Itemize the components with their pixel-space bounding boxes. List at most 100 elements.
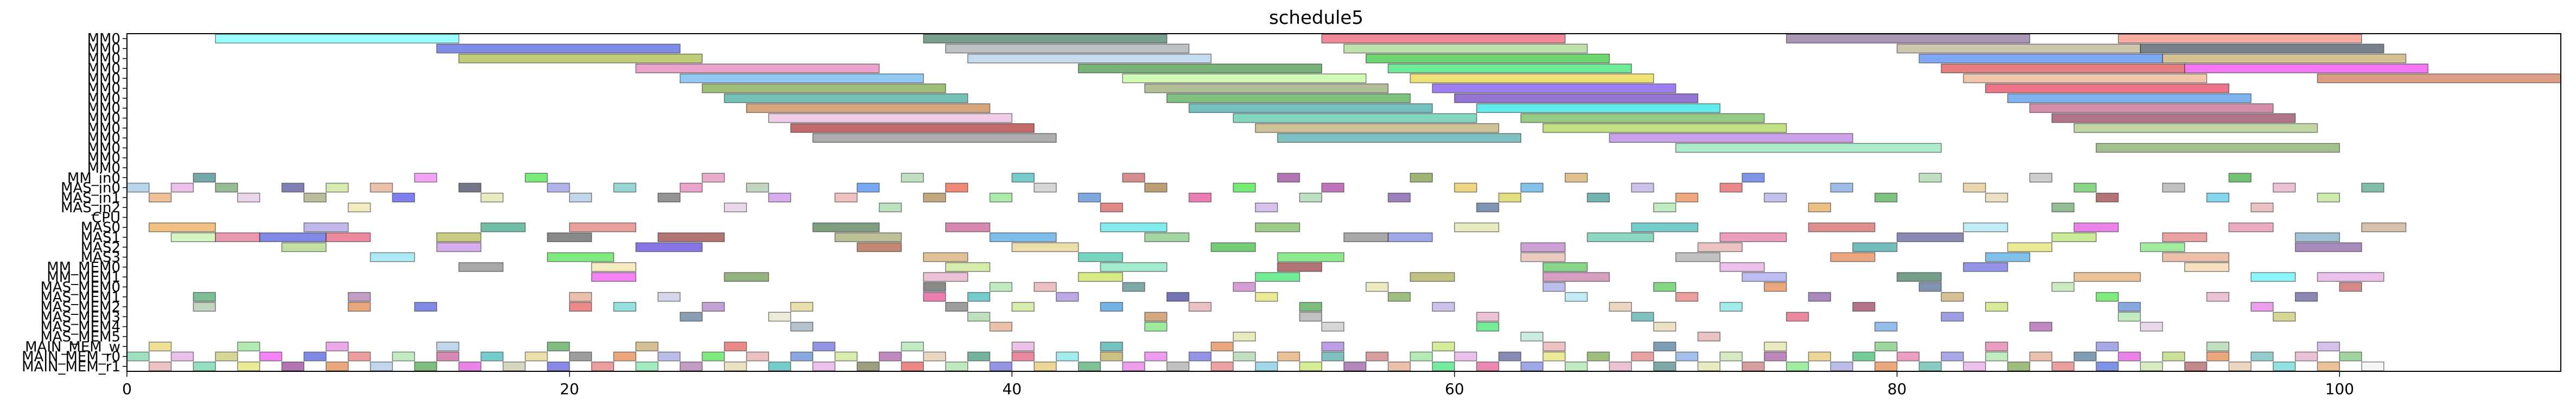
task-bar — [1454, 182, 1477, 193]
task-bar — [303, 192, 327, 202]
task-bar — [1764, 341, 1787, 352]
task-bar — [369, 252, 415, 262]
task-bar — [768, 312, 792, 322]
task-bar — [812, 361, 836, 371]
task-bar — [126, 351, 150, 362]
task-bar — [1210, 361, 1234, 371]
task-bar — [635, 242, 703, 252]
task-bar — [989, 282, 1013, 292]
task-bar — [2228, 361, 2252, 371]
row-label: MM0 — [87, 121, 120, 137]
x-tick-label: 0 — [122, 380, 132, 398]
task-bar — [1719, 232, 1787, 242]
task-bar — [1675, 143, 1942, 153]
task-bar — [1122, 282, 1145, 292]
task-bar — [1963, 182, 1986, 193]
task-bar — [2317, 341, 2340, 352]
task-bar — [2361, 361, 2384, 371]
row-label: MAS_MEM4 — [40, 319, 120, 336]
task-bar — [2361, 182, 2384, 193]
task-bar — [1432, 361, 1455, 371]
task-bar — [1188, 192, 1212, 202]
task-bar — [2184, 64, 2429, 73]
task-bar — [2206, 292, 2230, 302]
task-bar — [1476, 321, 1500, 332]
task-bar — [348, 292, 371, 302]
task-bar — [702, 173, 725, 183]
task-bar — [2029, 103, 2274, 113]
task-bar — [2339, 351, 2362, 362]
task-bar — [613, 182, 636, 193]
task-bar — [2273, 312, 2296, 322]
task-bar — [326, 361, 349, 371]
task-bar — [702, 302, 725, 312]
task-bar — [1100, 262, 1168, 272]
task-bar — [392, 351, 415, 362]
task-bar — [989, 361, 1013, 371]
task-bar — [635, 341, 659, 352]
task-bar — [1786, 312, 1809, 322]
task-bar — [170, 182, 194, 193]
task-bar — [1985, 302, 2008, 312]
task-bar — [2051, 202, 2075, 213]
task-bar — [1852, 351, 1876, 362]
task-bar — [1255, 202, 1278, 213]
task-bar — [303, 351, 327, 362]
task-bar — [2074, 272, 2141, 282]
task-bar — [1321, 321, 1344, 332]
task-bar — [480, 351, 504, 362]
task-bar — [2029, 321, 2052, 332]
task-bar — [1476, 361, 1500, 371]
task-bar — [237, 361, 260, 371]
task-bar — [1874, 192, 1898, 202]
task-bar — [502, 361, 526, 371]
task-bar — [1941, 64, 2185, 73]
task-bar — [2273, 182, 2296, 193]
task-bar — [2294, 232, 2340, 242]
task-bar — [989, 321, 1013, 332]
task-bar — [1210, 242, 1256, 252]
task-bar — [834, 351, 858, 362]
task-bar — [1719, 351, 1743, 362]
task-bar — [326, 182, 349, 193]
task-bar — [1144, 83, 1389, 93]
task-bar — [1918, 53, 2163, 64]
task-bar — [1034, 182, 1057, 193]
task-bar — [369, 182, 393, 193]
task-bar — [2361, 222, 2407, 232]
task-bar — [2051, 361, 2075, 371]
task-bar — [2206, 351, 2230, 362]
task-bar — [1387, 292, 1411, 302]
task-bar — [2095, 341, 2119, 352]
task-bar — [967, 292, 991, 302]
task-bar — [525, 173, 548, 183]
task-bar — [436, 341, 460, 352]
task-bar — [1100, 341, 1123, 352]
task-bar — [369, 361, 393, 371]
task-bar — [1653, 341, 1676, 352]
task-bar — [1520, 332, 1544, 341]
task-bar — [1852, 302, 1876, 312]
task-bar — [1631, 222, 1699, 232]
task-bar — [746, 182, 769, 193]
task-bar — [679, 73, 924, 84]
task-bar — [1963, 361, 1986, 371]
task-bar — [1476, 103, 1721, 113]
task-bar — [2162, 351, 2185, 362]
task-bar — [635, 64, 880, 73]
task-bar — [702, 83, 946, 93]
row-label: MM0 — [87, 31, 120, 47]
task-bar — [945, 262, 991, 272]
task-bar — [1432, 341, 1455, 352]
task-bar — [2095, 292, 2119, 302]
task-bar — [790, 321, 813, 332]
task-bar — [2051, 282, 2075, 292]
task-bar — [2007, 361, 2030, 371]
task-bar — [1697, 242, 1743, 252]
task-bar — [1255, 123, 1500, 133]
task-bar — [1609, 302, 1632, 312]
task-bar — [1985, 192, 2008, 202]
task-bar — [790, 351, 813, 362]
task-bar — [989, 192, 1013, 202]
task-bar — [1233, 113, 1477, 123]
